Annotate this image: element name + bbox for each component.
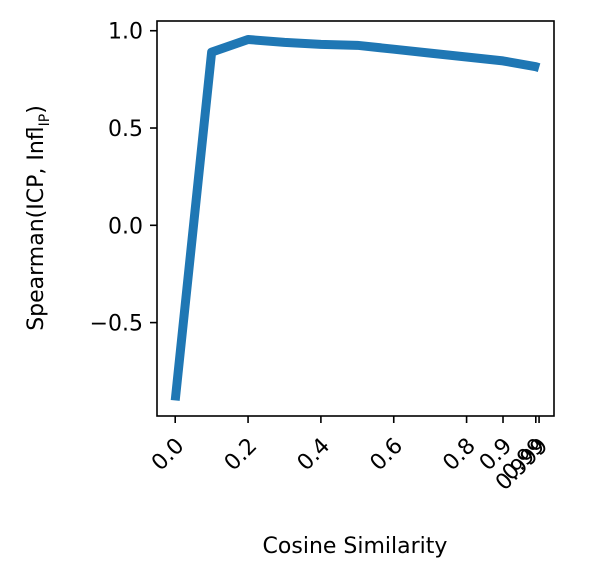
- x-axis-label: Cosine Similarity: [263, 534, 448, 559]
- x-tick-label: 0.2: [220, 434, 262, 476]
- series-line: [170, 34, 541, 401]
- y-tick-label: 0.5: [108, 117, 143, 142]
- series-layer: [170, 34, 541, 401]
- y-tick-label: 1.0: [108, 20, 143, 45]
- x-tick-label: 0.0: [147, 434, 189, 476]
- y-axis-label-main: Spearman(ICP, Infl: [24, 126, 49, 330]
- plot-area: [156, 20, 555, 417]
- y-axis-label-close: ): [24, 105, 49, 114]
- y-ticks: −0.5 0.0 0.5 1.0: [90, 20, 157, 337]
- y-tick-label: −0.5: [90, 312, 143, 337]
- x-tick-label: 0.4: [293, 434, 335, 476]
- y-tick-label: 0.0: [108, 214, 143, 239]
- x-tick-label: 0.8: [438, 434, 480, 476]
- x-tick-label: 0.6: [366, 434, 408, 476]
- y-axis-label: Spearman(ICP, InflIP): [24, 105, 53, 331]
- y-axis-label-subscript: IP: [37, 114, 53, 127]
- x-ticks: 0.0 0.2 0.4 0.6 0.80.90.990.999: [147, 416, 553, 496]
